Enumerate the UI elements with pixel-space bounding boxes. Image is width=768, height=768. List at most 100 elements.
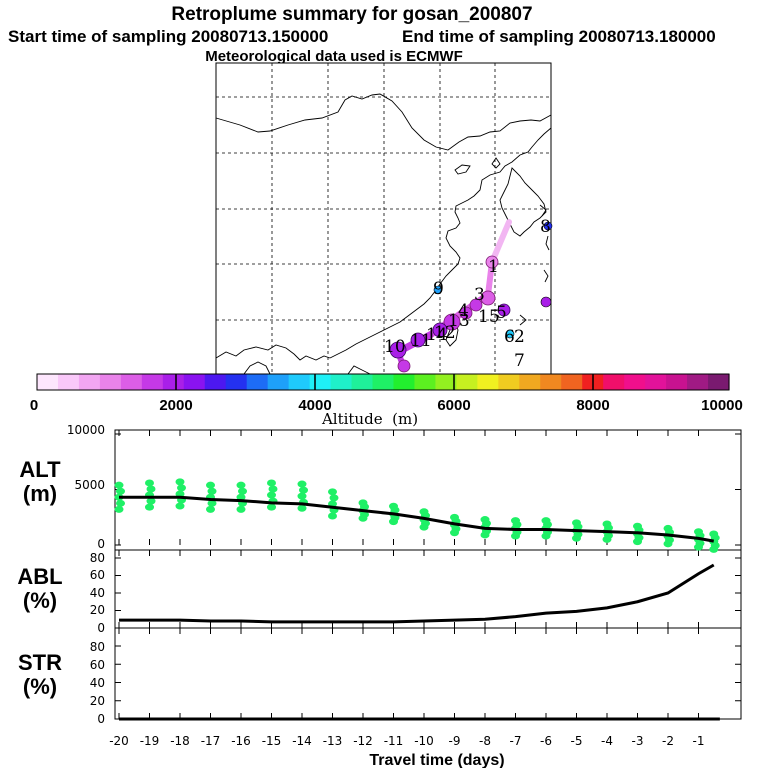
colorbar-tick-6000: 6000 [437, 397, 470, 414]
str-panel-unit: (%) [23, 674, 57, 699]
map-label-5: 5 [496, 303, 507, 323]
colorbar-swatch [603, 374, 625, 390]
particle-spread-point [389, 502, 400, 526]
end-time-label: End time of sampling 20080713.180000 [402, 27, 716, 46]
colorbar-swatch [246, 374, 269, 390]
alt-ytick-0: 0 [97, 537, 105, 551]
x-axis-label: Travel time (days) [369, 752, 504, 768]
colorbar-swatch [687, 374, 709, 390]
abl-ytick-0: 0 [97, 621, 105, 635]
particle-spread-point [572, 519, 583, 542]
x-tick-label: -5 [571, 734, 583, 748]
abl-ytick-40: 40 [90, 586, 105, 600]
alt-ytick-5000: 5000 [74, 478, 105, 492]
map-label-1: 1 [488, 257, 499, 277]
x-tick-label: -4 [601, 734, 613, 748]
colorbar-tick-0: 0 [30, 397, 38, 414]
colorbar-swatch [393, 374, 416, 390]
colorbar-swatch [498, 374, 520, 390]
colorbar-swatch [330, 374, 353, 390]
map-label-15: 15 [478, 307, 500, 327]
particle-spread-point [297, 480, 308, 512]
colorbar-swatch [141, 374, 164, 390]
map-label-9: 9 [433, 279, 444, 299]
map-label-11: 11 [410, 331, 432, 351]
altitude-colorbar [36, 373, 730, 391]
colorbar-swatch [540, 374, 562, 390]
particle-spread-point [602, 520, 613, 543]
x-tick-label: -11 [384, 734, 404, 748]
particle-spread-point [206, 481, 217, 513]
colorbar-swatch [288, 374, 311, 390]
x-tick-label: -3 [632, 734, 644, 748]
map-label-6: 6 [504, 327, 515, 347]
alt-panel-unit: (m) [23, 481, 57, 506]
colorbar-swatch [225, 374, 248, 390]
particle-spread-point [358, 499, 369, 522]
x-tick-label: -18 [170, 734, 190, 748]
colorbar-border [36, 373, 730, 391]
str-ytick-20: 20 [90, 694, 105, 708]
colorbar-swatch [78, 374, 101, 390]
colorbar-swatch [99, 374, 122, 390]
x-tick-label: -17 [201, 734, 221, 748]
colorbar-swatch [708, 374, 730, 390]
trajectory-clusters [389, 221, 553, 373]
colorbar-swatch [351, 374, 374, 390]
colorbar-swatch [309, 374, 332, 390]
colorbar-swatch [519, 374, 541, 390]
x-tick-label: -2 [662, 734, 674, 748]
map-label-7: 7 [514, 351, 525, 371]
particle-spread-point [267, 479, 278, 511]
x-tick-label: -7 [510, 734, 522, 748]
abl-line [119, 563, 715, 624]
colorbar-swatch [37, 374, 59, 390]
met-data-label: Meteorological data used is ECMWF [205, 48, 463, 65]
map-numbers: 1 2 3 4 5 6 7 8 9 10 11 12 13 14 15 [384, 217, 551, 371]
particle-spread-point [114, 481, 125, 513]
particle-spread-point [633, 522, 644, 546]
colorbar-label: Altitude (m) [321, 410, 418, 428]
x-tick-label: -9 [449, 734, 461, 748]
colorbar-swatch [456, 374, 478, 390]
alt-panel-name: ALT [19, 457, 61, 482]
colorbar-swatch [162, 374, 185, 390]
x-tick-label: -12 [353, 734, 373, 748]
trajectory-map: 1 2 3 4 5 6 7 8 9 10 11 12 13 14 15 [215, 62, 553, 375]
map-gridlines [216, 63, 551, 374]
map-label-8: 8 [540, 217, 551, 237]
colorbar-swatch [120, 374, 143, 390]
particle-spread-point [328, 488, 339, 520]
x-tick-label: -19 [140, 734, 160, 748]
map-label-4: 4 [458, 301, 469, 321]
particle-spread-point [145, 479, 156, 511]
colorbar-swatch [435, 374, 457, 390]
str-ytick-80: 80 [90, 640, 105, 654]
colorbar-tick-8000: 8000 [576, 397, 609, 414]
map-label-13: 13 [448, 311, 470, 331]
map-label-14: 14 [426, 325, 448, 345]
timeseries-frames [114, 429, 742, 720]
abl-ytick-60: 60 [90, 568, 105, 582]
str-ytick-60: 60 [90, 658, 105, 672]
x-tick-label: -15 [262, 734, 282, 748]
x-tick-label: -6 [540, 734, 552, 748]
x-tick-label: -1 [693, 734, 705, 748]
figure-title: Retroplume summary for gosan_200807 [171, 4, 532, 25]
x-tick-label: -16 [231, 734, 251, 748]
coastlines [215, 93, 552, 375]
str-ytick-40: 40 [90, 676, 105, 690]
abl-panel-name: ABL [17, 564, 62, 589]
colorbar-swatch [624, 374, 646, 390]
map-label-12: 12 [434, 323, 456, 343]
colorbar-swatch [204, 374, 227, 390]
particle-spread-point [236, 481, 247, 513]
str-ytick-0: 0 [97, 712, 105, 726]
map-label-10: 10 [384, 337, 406, 357]
colorbar-swatch [267, 374, 290, 390]
abl-ytick-80: 80 [90, 551, 105, 565]
colorbar-swatch [561, 374, 583, 390]
colorbar-swatch [645, 374, 667, 390]
abl-ytick-20: 20 [90, 603, 105, 617]
